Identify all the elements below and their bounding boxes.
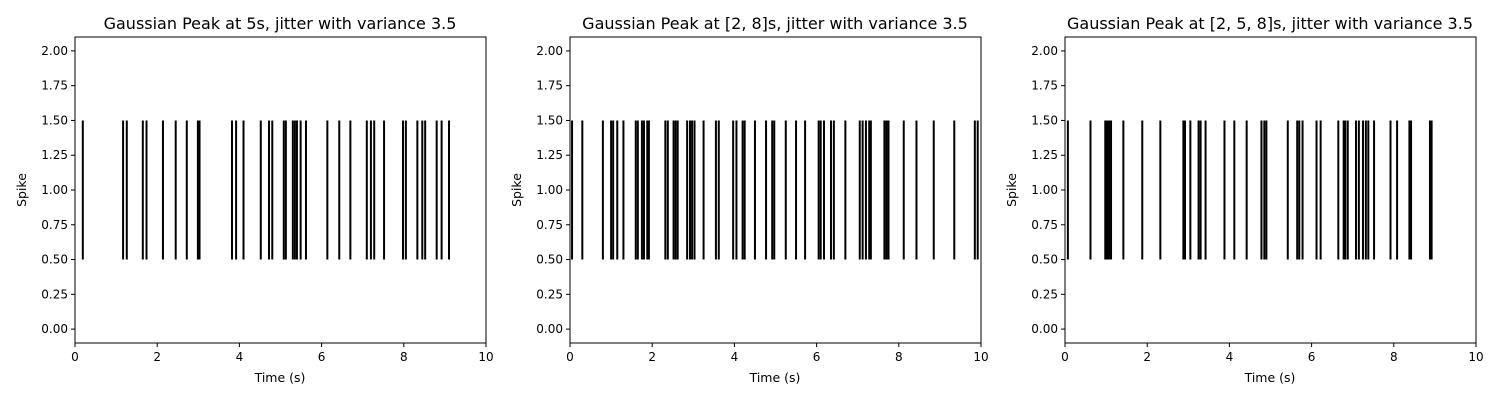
subplot-1-y-tick-label-9: 2.00 <box>41 44 68 58</box>
subplot-3-x-label: Time (s) <box>1244 370 1296 385</box>
subplot-3: Gaussian Peak at [2, 5, 8]s, jitter with… <box>1004 14 1484 385</box>
subplot-1-x-tick-label-3: 4 <box>236 350 244 364</box>
subplot-2-y-label: Spike <box>509 173 524 207</box>
subplot-1-x-tick-label-1: 0 <box>71 350 79 364</box>
subplot-1-x-tick-label-2: 2 <box>153 350 161 364</box>
subplot-1-spikes <box>81 120 451 260</box>
subplot-1-y-tick-label-2: 0.25 <box>41 287 68 301</box>
subplot-3-x-axis: 0 2 4 6 8 10 <box>1061 343 1484 364</box>
subplot-1-title: Gaussian Peak at 5s, jitter with varianc… <box>104 14 457 33</box>
subplot-3-y-tick-label-2: 0.25 <box>1031 287 1058 301</box>
subplot-2-y-tick-label-7: 1.50 <box>536 113 563 127</box>
subplot-2-y-tick-label-1: 0.00 <box>536 322 563 336</box>
subplot-1-x-tick-label-5: 8 <box>400 350 408 364</box>
subplot-2-x-label: Time (s) <box>749 370 801 385</box>
subplot-2-x-axis: 0 2 4 6 8 10 <box>566 343 989 364</box>
subplot-3-y-tick-label-7: 1.50 <box>1031 113 1058 127</box>
subplot-2-y-tick-label-8: 1.75 <box>536 79 563 93</box>
subplot-3-spikes <box>1066 120 1433 260</box>
subplot-3-y-label: Spike <box>1004 173 1019 207</box>
subplot-3-frame <box>1064 36 1477 344</box>
subplot-3-x-tick-label-5: 8 <box>1390 350 1398 364</box>
subplot-2-y-tick-label-4: 0.75 <box>536 218 563 232</box>
subplot-3-y-tick-label-5: 1.00 <box>1031 183 1058 197</box>
subplot-1-y-tick-label-7: 1.50 <box>41 113 68 127</box>
subplot-1-y-tick-label-1: 0.00 <box>41 322 68 336</box>
subplot-1-y-tick-label-4: 0.75 <box>41 218 68 232</box>
subplot-3-y-tick-label-8: 1.75 <box>1031 79 1058 93</box>
subplot-3-y-tick-label-1: 0.00 <box>1031 322 1058 336</box>
subplot-2-y-tick-label-6: 1.25 <box>536 148 563 162</box>
subplot-3-x-tick-label-3: 4 <box>1226 350 1234 364</box>
subplot-2-frame <box>569 36 982 344</box>
subplot-1: Gaussian Peak at 5s, jitter with varianc… <box>14 14 494 385</box>
subplot-3-title: Gaussian Peak at [2, 5, 8]s, jitter with… <box>1067 14 1473 33</box>
subplot-1-x-axis: 0 2 4 6 8 10 <box>71 343 494 364</box>
subplot-3-x-tick-label-2: 2 <box>1143 350 1151 364</box>
subplot-2-spikes <box>571 120 979 260</box>
subplot-3-x-tick-label-6: 10 <box>1468 350 1483 364</box>
subplot-3-x-tick-label-4: 6 <box>1308 350 1316 364</box>
subplot-2-y-tick-label-2: 0.25 <box>536 287 563 301</box>
subplot-3-x-tick-label-1: 0 <box>1061 350 1069 364</box>
subplot-2-y-axis: 0.00 0.25 0.50 0.75 1.00 1.25 1.50 1.75 2.00 <box>536 44 570 336</box>
subplot-2-x-tick-label-6: 10 <box>973 350 988 364</box>
subplot-3-y-tick-label-9: 2.00 <box>1031 44 1058 58</box>
subplot-1-y-tick-label-6: 1.25 <box>41 148 68 162</box>
subplot-2-x-tick-label-2: 2 <box>648 350 656 364</box>
subplot-3-y-tick-label-3: 0.50 <box>1031 253 1058 267</box>
subplot-1-x-label: Time (s) <box>254 370 306 385</box>
subplot-2-title: Gaussian Peak at [2, 8]s, jitter with va… <box>582 14 968 33</box>
subplot-2: Gaussian Peak at [2, 8]s, jitter with va… <box>509 14 989 385</box>
subplot-1-y-tick-label-5: 1.00 <box>41 183 68 197</box>
subplot-2-x-tick-label-1: 0 <box>566 350 574 364</box>
subplot-1-y-axis: 0.00 0.25 0.50 0.75 1.00 1.25 1.50 1.75 2.00 <box>41 44 75 336</box>
subplot-2-x-tick-label-5: 8 <box>895 350 903 364</box>
subplot-3-y-tick-label-6: 1.25 <box>1031 148 1058 162</box>
subplot-1-x-tick-label-6: 10 <box>478 350 493 364</box>
subplot-2-y-tick-label-5: 1.00 <box>536 183 563 197</box>
subplot-2-y-tick-label-3: 0.50 <box>536 253 563 267</box>
subplot-1-y-tick-label-8: 1.75 <box>41 79 68 93</box>
subplot-2-x-tick-label-3: 4 <box>731 350 739 364</box>
subplot-2-y-tick-label-9: 2.00 <box>536 44 563 58</box>
subplot-2-x-tick-label-4: 6 <box>813 350 821 364</box>
subplot-1-frame <box>74 36 487 344</box>
subplot-1-x-tick-label-4: 6 <box>318 350 326 364</box>
subplot-1-y-label: Spike <box>14 173 29 207</box>
subplot-3-y-tick-label-4: 0.75 <box>1031 218 1058 232</box>
subplot-1-y-tick-label-3: 0.50 <box>41 253 68 267</box>
subplot-3-y-axis: 0.00 0.25 0.50 0.75 1.00 1.25 1.50 1.75 2.00 <box>1031 44 1065 336</box>
